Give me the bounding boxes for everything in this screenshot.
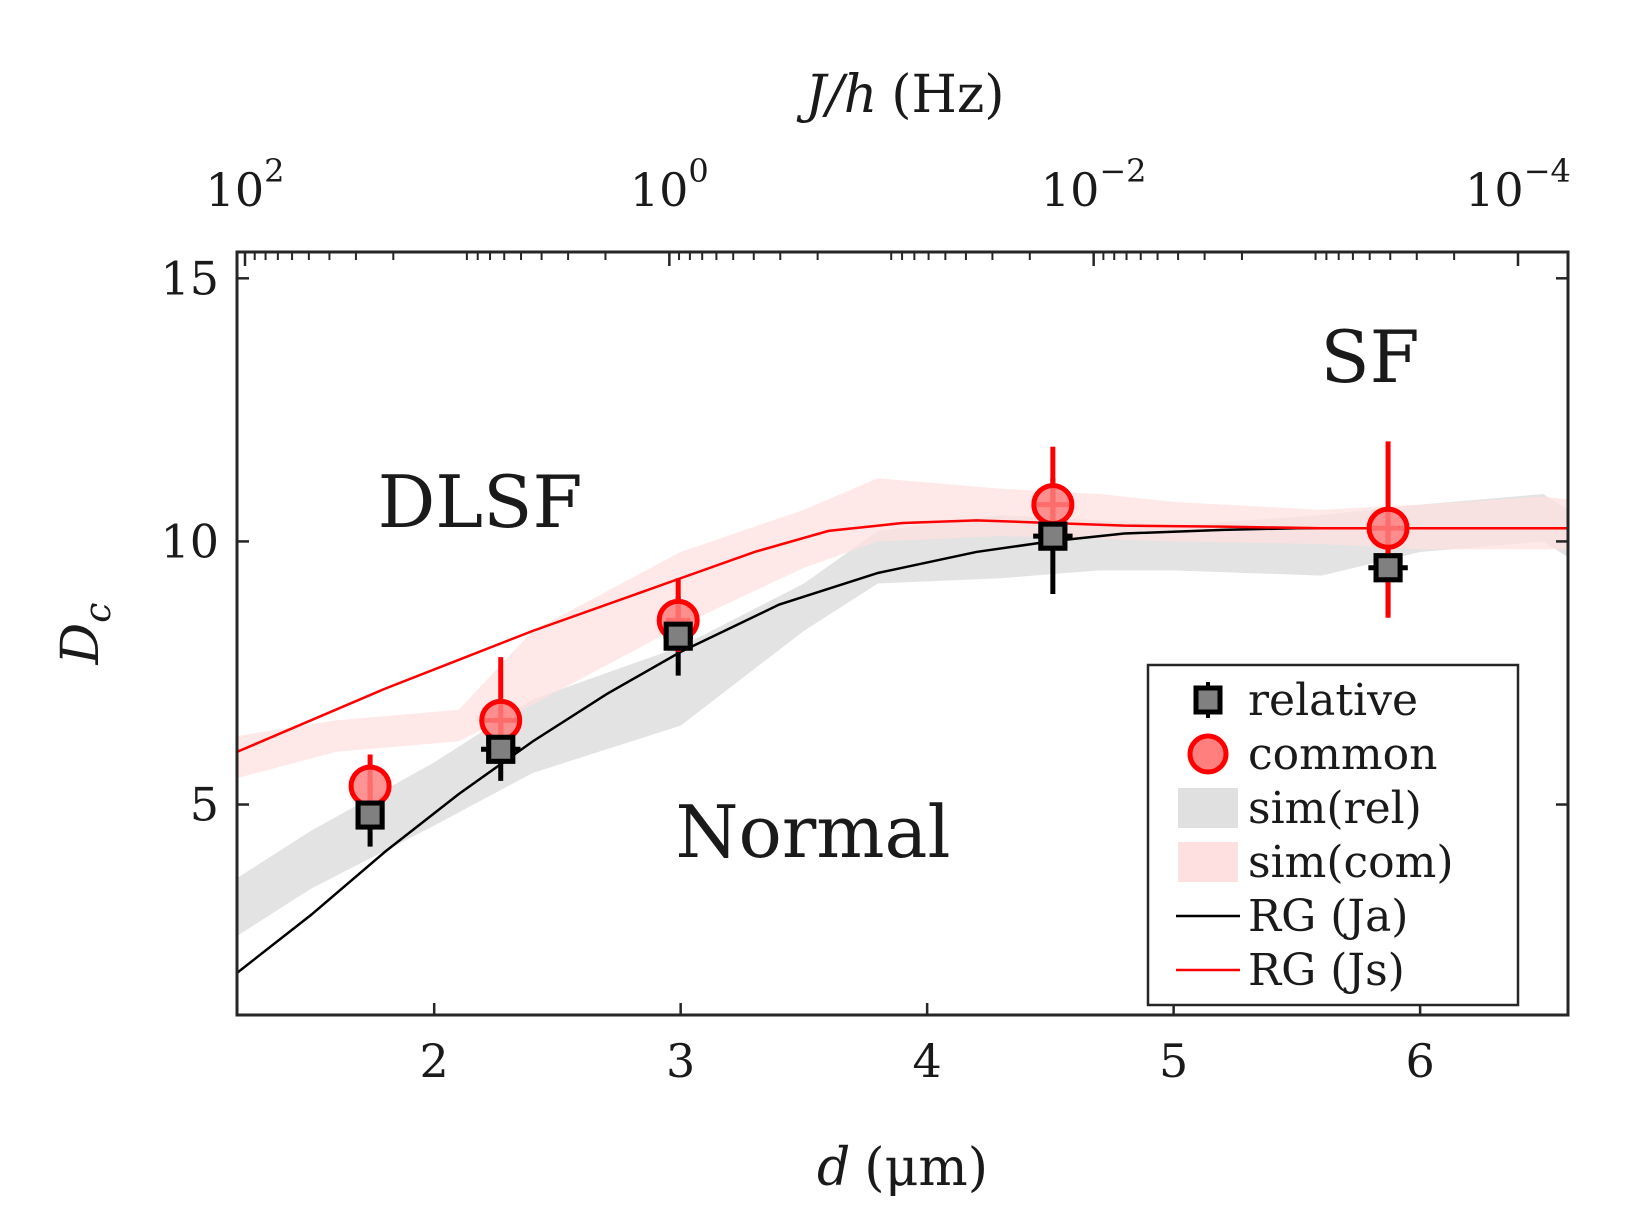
common-point [1366,441,1410,618]
relative-marker-top [663,621,693,651]
relative-marker-top [486,734,516,764]
top-axis-label-unit: (Hz) [891,65,1004,125]
x-axis-label-unit: (μm) [864,1138,988,1198]
region-label-dlsf: DLSF [378,460,583,544]
legend-label: relative [1248,675,1418,726]
top-tick-exp: 0 [688,152,708,190]
common-marker [348,764,392,808]
legend-item: relative [1193,675,1418,726]
sim-com-band [237,478,1568,779]
top-tick-exp: 2 [264,152,284,190]
rg-lines [237,519,1568,974]
top-tick-label: 100 [630,152,709,217]
top-axis-label-var: J/h [796,65,877,125]
rg-ja-line [237,527,1568,974]
sim-bands [237,478,1568,937]
top-tick-label: 10−4 [1465,152,1571,217]
x-tick-label: 5 [1159,1034,1188,1088]
y-axis-label-sub: c [78,603,119,623]
legend-item: RG (Js) [1176,945,1405,996]
legend-label: common [1248,729,1437,780]
x-tick-label: 4 [913,1034,942,1088]
legend-label: sim(com) [1248,837,1454,888]
y-tick-label: 15 [160,251,219,305]
legend-box [1146,663,1520,1007]
legend-item: sim(rel) [1178,783,1422,834]
x-tick-label: 3 [666,1034,695,1088]
legend-item: common [1187,729,1437,780]
y-axis-label: Dc [51,603,119,666]
legend-item: RG (Ja) [1176,891,1408,942]
top-axis-label: J/h (Hz) [796,65,1004,125]
common-marker [1366,506,1410,550]
y-tick-label: 5 [190,778,219,832]
top-tick-exp: −2 [1099,152,1146,190]
top-tick-label: 10−2 [1041,152,1147,217]
legend-band-swatch [1178,842,1238,882]
x-axis-label: d (μm) [817,1138,988,1198]
top-tick-base: 10 [206,163,265,217]
common-point [348,754,392,808]
top-tick-exp: −4 [1524,152,1571,190]
relative-marker-top [1373,553,1403,583]
x-axis-label-var: d [817,1138,850,1198]
legend-band-swatch [1178,788,1238,828]
x-tick-label: 2 [420,1034,449,1088]
relative-marker-top [1038,521,1068,551]
legend-circle-marker [1187,733,1229,775]
region-label-sf: SF [1320,315,1419,399]
top-tick-label: 102 [206,152,285,217]
legend-label: RG (Js) [1248,945,1405,996]
y-axis-label-var: D [51,623,111,666]
top-tick-base: 10 [630,163,689,217]
legend-label: RG (Ja) [1248,891,1408,942]
legend-label: sim(rel) [1248,783,1422,834]
data-points [348,441,1410,847]
region-label-normal: Normal [676,790,951,874]
top-tick-base: 10 [1465,163,1524,217]
top-tick-base: 10 [1041,163,1100,217]
common-marker [479,698,523,742]
x-tick-label: 6 [1405,1034,1434,1088]
legend-square-marker [1193,685,1223,715]
legend-item: sim(com) [1178,837,1454,888]
y-tick-label: 10 [160,514,219,568]
rg-js-line [237,519,1568,754]
common-marker [1031,483,1075,527]
relative-marker-top [355,800,385,830]
axes [235,250,1570,1017]
